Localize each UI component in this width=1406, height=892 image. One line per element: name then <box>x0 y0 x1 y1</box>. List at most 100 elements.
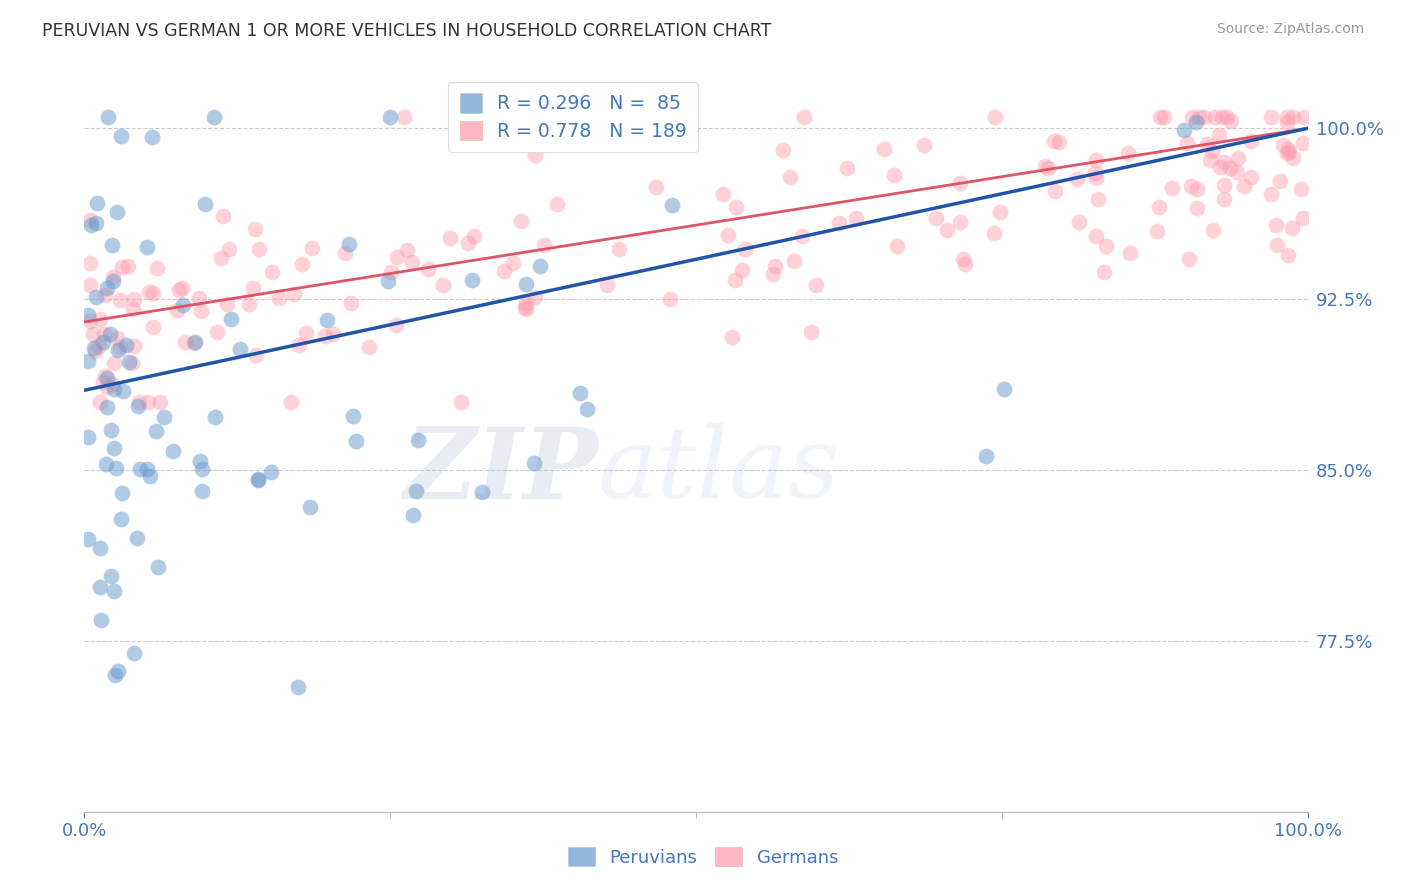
Point <box>111 486 134 500</box>
Point <box>1184 115 1206 129</box>
Point <box>1160 181 1182 195</box>
Point <box>218 242 240 256</box>
Point <box>194 197 217 211</box>
Point <box>872 142 894 156</box>
Point <box>243 222 266 236</box>
Point <box>96 380 118 394</box>
Point <box>101 274 124 288</box>
Point <box>148 560 170 574</box>
Point <box>515 296 537 310</box>
Point <box>509 214 531 228</box>
Point <box>661 198 683 212</box>
Point <box>1033 159 1056 173</box>
Point <box>287 680 309 694</box>
Point <box>238 296 260 310</box>
Point <box>100 569 122 583</box>
Point <box>125 531 148 545</box>
Point <box>1116 146 1139 161</box>
Point <box>1226 164 1249 178</box>
Point <box>1149 110 1171 124</box>
Point <box>122 292 145 306</box>
Point <box>392 110 415 124</box>
Point <box>529 260 551 274</box>
Point <box>1212 154 1234 169</box>
Point <box>121 356 143 370</box>
Point <box>1281 110 1303 124</box>
Point <box>104 668 127 682</box>
Point <box>395 243 418 257</box>
Point <box>79 278 101 293</box>
Point <box>883 169 905 183</box>
Point <box>287 338 309 352</box>
Point <box>77 532 100 546</box>
Point <box>793 110 815 124</box>
Point <box>463 228 485 243</box>
Point <box>204 409 226 424</box>
Point <box>782 253 804 268</box>
Point <box>1208 128 1230 142</box>
Point <box>128 394 150 409</box>
Point <box>183 336 205 351</box>
Point <box>90 613 112 627</box>
Point <box>513 300 536 314</box>
Point <box>342 409 364 423</box>
Point <box>886 239 908 253</box>
Point <box>84 290 107 304</box>
Point <box>432 277 454 292</box>
Point <box>912 138 935 153</box>
Point <box>1175 136 1198 151</box>
Point <box>89 580 111 594</box>
Legend: Peruvians, Germans: Peruvians, Germans <box>561 840 845 874</box>
Point <box>804 277 827 292</box>
Point <box>229 342 252 356</box>
Point <box>439 230 461 244</box>
Point <box>103 356 125 370</box>
Point <box>1095 239 1118 253</box>
Point <box>1292 136 1315 150</box>
Point <box>800 325 823 339</box>
Point <box>524 289 547 303</box>
Point <box>384 318 406 332</box>
Point <box>450 394 472 409</box>
Point <box>1281 221 1303 235</box>
Point <box>1192 110 1215 124</box>
Point <box>1294 110 1316 124</box>
Point <box>139 468 162 483</box>
Point <box>135 239 157 253</box>
Point <box>1067 215 1090 229</box>
Point <box>112 384 135 398</box>
Point <box>166 302 188 317</box>
Point <box>1084 153 1107 167</box>
Point <box>301 242 323 256</box>
Point <box>107 343 129 357</box>
Point <box>100 326 122 341</box>
Point <box>142 319 165 334</box>
Point <box>720 329 742 343</box>
Point <box>91 375 114 389</box>
Point <box>108 293 131 307</box>
Point <box>79 256 101 270</box>
Point <box>725 200 748 214</box>
Point <box>1211 110 1233 124</box>
Point <box>96 401 118 415</box>
Point <box>89 312 111 326</box>
Point <box>77 308 100 322</box>
Point <box>242 281 264 295</box>
Point <box>295 326 318 340</box>
Point <box>1292 211 1315 226</box>
Point <box>1043 135 1066 149</box>
Point <box>260 465 283 479</box>
Point <box>149 394 172 409</box>
Point <box>247 242 270 256</box>
Point <box>103 584 125 599</box>
Point <box>77 354 100 368</box>
Point <box>546 196 568 211</box>
Point <box>1084 228 1107 243</box>
Point <box>359 340 381 354</box>
Point <box>97 110 120 124</box>
Point <box>122 301 145 316</box>
Point <box>337 237 360 252</box>
Point <box>333 245 356 260</box>
Text: ZIP: ZIP <box>404 423 598 519</box>
Point <box>723 273 745 287</box>
